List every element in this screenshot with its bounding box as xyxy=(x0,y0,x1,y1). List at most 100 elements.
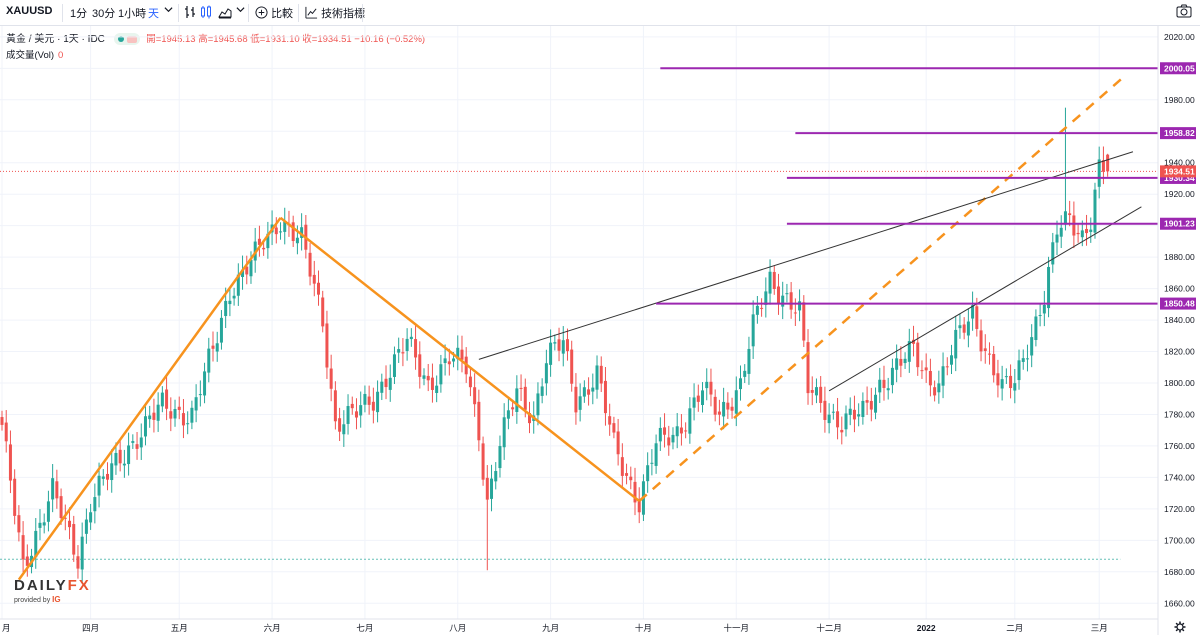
candle-body xyxy=(1068,213,1072,216)
candle-body xyxy=(523,386,527,410)
volume-value: 0 xyxy=(58,50,64,61)
price-level-label: 1930.34 xyxy=(1164,173,1195,183)
trend-line xyxy=(478,151,1134,360)
candle-body xyxy=(819,386,823,403)
candle-body xyxy=(890,367,894,386)
trend-line xyxy=(828,206,1142,392)
candle-body xyxy=(359,405,363,416)
interval-1m-button[interactable]: 1分 xyxy=(70,8,88,20)
candle-body xyxy=(599,365,603,384)
chart-type-dropdown-icon[interactable] xyxy=(236,5,245,17)
candle-body xyxy=(840,429,844,433)
candle-body xyxy=(937,383,941,393)
price-chart[interactable]: 1660.00 1680.00 1700.00 1720.00 1740.00 1760.… xyxy=(0,26,1200,635)
candle-body xyxy=(962,324,966,333)
candle xyxy=(456,335,460,371)
candle-body xyxy=(1017,360,1021,381)
candle-body xyxy=(1063,211,1067,225)
candle xyxy=(793,298,797,326)
time-tick-label: 四月 xyxy=(82,623,99,633)
candle xyxy=(443,344,447,376)
candle xyxy=(528,401,531,434)
candle xyxy=(515,375,519,424)
candle-body xyxy=(848,408,852,415)
symbol-search[interactable]: XAUUSD xyxy=(6,5,53,17)
candle xyxy=(979,319,983,362)
candle-body xyxy=(418,354,422,377)
candle xyxy=(257,225,261,257)
candle-body xyxy=(131,441,135,443)
candle-body xyxy=(291,222,295,242)
price-tick-label: 1780.00 xyxy=(1164,409,1195,419)
candle xyxy=(135,431,139,460)
price-tick-label: 1720.00 xyxy=(1164,504,1195,514)
candle-body xyxy=(785,293,789,295)
candle-body xyxy=(452,358,456,362)
interval-1d-button[interactable]: 天 xyxy=(148,8,159,20)
candle-body xyxy=(460,349,464,360)
candle xyxy=(460,335,464,373)
candle-body xyxy=(122,463,126,466)
candle-body xyxy=(165,389,169,409)
candle-body xyxy=(933,387,937,396)
candle xyxy=(1063,107,1067,231)
candle xyxy=(1017,349,1021,390)
candle-body xyxy=(565,339,569,352)
candle xyxy=(726,392,730,419)
candle xyxy=(890,358,894,394)
candle-body xyxy=(945,366,949,368)
settings-gear-icon[interactable] xyxy=(1174,621,1186,633)
indicators-button[interactable]: 技術指標 xyxy=(305,5,365,21)
candle-body xyxy=(895,358,899,370)
candle-body xyxy=(481,443,485,480)
candle-body xyxy=(295,237,299,244)
interval-dropdown-icon[interactable] xyxy=(164,5,173,17)
candle-body xyxy=(1101,160,1105,172)
time-tick-label: 三月 xyxy=(1091,623,1108,633)
candle xyxy=(215,331,219,362)
candle xyxy=(861,392,865,425)
candle xyxy=(962,317,966,340)
interval-1h-button[interactable]: 1小時 xyxy=(118,8,147,20)
candle-body xyxy=(346,406,350,424)
candle-body xyxy=(245,266,249,275)
area-style-icon[interactable] xyxy=(218,5,232,22)
candle xyxy=(789,282,793,319)
candle-body xyxy=(633,481,637,503)
candle-body xyxy=(975,306,979,329)
candle-body xyxy=(477,401,481,441)
candle-body xyxy=(916,342,920,368)
instrument-name: 黃金 / 美元 · 1天 · IDC xyxy=(6,34,105,45)
candle-body xyxy=(414,339,418,358)
candles-style-icon[interactable] xyxy=(200,5,212,22)
candle-body xyxy=(376,391,380,413)
candle xyxy=(468,366,472,397)
candle xyxy=(338,407,342,442)
candle-body xyxy=(764,291,768,305)
candle xyxy=(101,469,105,486)
candle xyxy=(663,413,667,448)
plus-circle-icon xyxy=(255,6,268,19)
candle xyxy=(388,364,392,402)
bar-style-icon[interactable] xyxy=(184,5,196,22)
candle xyxy=(1047,256,1051,318)
candle xyxy=(342,410,346,447)
candle-body xyxy=(912,339,916,344)
candle xyxy=(882,365,886,401)
candle-body xyxy=(582,387,586,397)
candle xyxy=(359,391,363,428)
candle xyxy=(810,376,814,406)
candle-body xyxy=(625,473,629,476)
camera-icon[interactable] xyxy=(1176,4,1192,21)
ohlc-values: 開=1945.13 高=1945.68 低=1931.10 收=1934.51 … xyxy=(146,34,426,45)
candle-body xyxy=(844,413,848,430)
candle-body xyxy=(148,415,152,420)
candle xyxy=(823,386,827,433)
candle-body xyxy=(401,352,405,354)
candle-body xyxy=(772,271,776,289)
candle-body xyxy=(228,300,232,305)
candle xyxy=(827,403,831,434)
interval-30m-button[interactable]: 30分 xyxy=(92,8,116,20)
candle-body xyxy=(760,307,764,309)
compare-button[interactable]: 比較 xyxy=(255,5,293,21)
